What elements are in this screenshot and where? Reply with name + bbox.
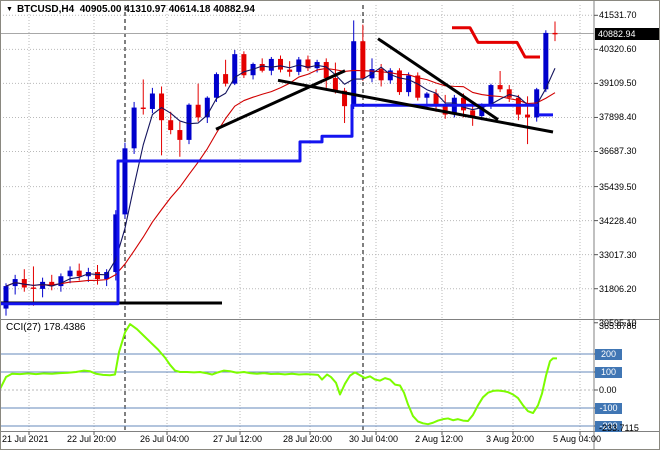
candle-down [49,281,55,287]
candle-up [113,214,119,273]
candle-down [177,130,183,140]
price-tick-label: 36687.30 [599,146,637,157]
candle-down [95,272,100,280]
candle-up [122,148,128,215]
cci-level-badge: 200 [595,348,622,360]
time-tick-label: 26 Jul 04:00 [140,434,190,444]
price-tick-label: 40320.60 [599,44,637,55]
candle-down [525,114,531,118]
time-tick-label: 27 Jul 12:00 [213,434,263,444]
cci-line [0,323,557,426]
grid [0,5,594,430]
price-tick-label: 31806.20 [599,283,637,294]
cci-min-label: -233.7115 [599,423,639,433]
time-tick-label: 30 Jul 04:00 [349,434,399,444]
candle-up [351,41,357,107]
cci-pane [0,353,594,427]
price-tick-label: 41531.70 [599,10,637,21]
ohlc-readout: 40905.00 41310.97 40614.18 40882.94 [79,4,255,15]
candle-up [131,107,137,149]
candle-down [552,32,558,35]
candle-down [76,270,82,277]
candle-down [287,69,293,72]
candle-up [40,281,46,289]
cci-level-badge: -200 [595,420,622,432]
candle-up [296,59,302,72]
candle-down [241,54,247,76]
symbol-timeframe-label: BTCUSD,H4 [16,4,75,15]
price-tick-label: 35439.50 [599,181,637,192]
candle-up [67,270,73,277]
candle-up [213,74,219,98]
candle-up [232,54,238,84]
candle-down [305,59,311,69]
collapse-triangle-icon[interactable]: ▼ [6,6,13,13]
candle-down [159,93,165,121]
time-tick-label: 21 Jul 2021 [2,434,49,444]
current-price-badge: 40882.94 [595,27,659,40]
cci-level-badge: -100 [595,402,622,414]
drawn-objects [0,26,554,306]
price-tick-label: 37898.40 [599,112,637,123]
candle-down [21,279,27,288]
candle-up [58,276,64,287]
cci-zero-label: 0.00 [599,385,617,395]
candle-down [323,62,329,79]
candle-up [149,93,155,109]
price-tick-label: 34228.40 [599,215,637,226]
candle-down [506,89,512,98]
candle-down [433,93,439,107]
candle-down [396,70,402,93]
time-tick-label: 2 Aug 12:00 [415,434,464,444]
candle-down [332,78,338,91]
candle-down [360,41,366,79]
candle-up [543,32,549,90]
candle-down [378,69,384,81]
price-tick-label: 33017.30 [599,249,637,260]
time-tick-label: 22 Jul 20:00 [67,434,117,444]
candle-up [424,93,430,98]
candle-up [3,286,9,309]
cci-indicator-label: CCI(27) 178.4386 [6,322,86,333]
candle-up [204,97,210,118]
price-tick-label: 39109.50 [599,78,637,89]
candle-down [223,74,229,84]
time-tick-label: 5 Aug 04:00 [553,434,602,444]
ma-fast-line [5,64,556,287]
candle-up [104,272,110,280]
chart-title: ▼ BTCUSD,H4 40905.00 41310.97 40614.18 40… [6,4,255,15]
candle-down [415,75,421,98]
candle-up [406,75,412,93]
candle-down [168,120,174,131]
candle-down [342,90,348,107]
time-tick-label: 28 Jul 20:00 [283,434,333,444]
candle-up [186,104,192,140]
candle-down [30,287,36,289]
candle-up [268,58,274,71]
cci-level-badge: 100 [595,366,622,378]
candle-down [497,85,503,90]
candle-down [195,104,201,118]
candle-down [259,63,265,71]
ma-slow-line [5,67,556,287]
candle-down [140,107,146,109]
candle-down [470,110,476,116]
candle-up [479,106,485,116]
cci-max-label: 365.8786 [599,321,637,331]
time-tick-label: 3 Aug 20:00 [486,434,535,444]
axis-ticks [28,14,598,435]
price-tick-label: 30595.10 [599,317,637,328]
candle-up [387,70,393,81]
candle-down [278,58,283,70]
